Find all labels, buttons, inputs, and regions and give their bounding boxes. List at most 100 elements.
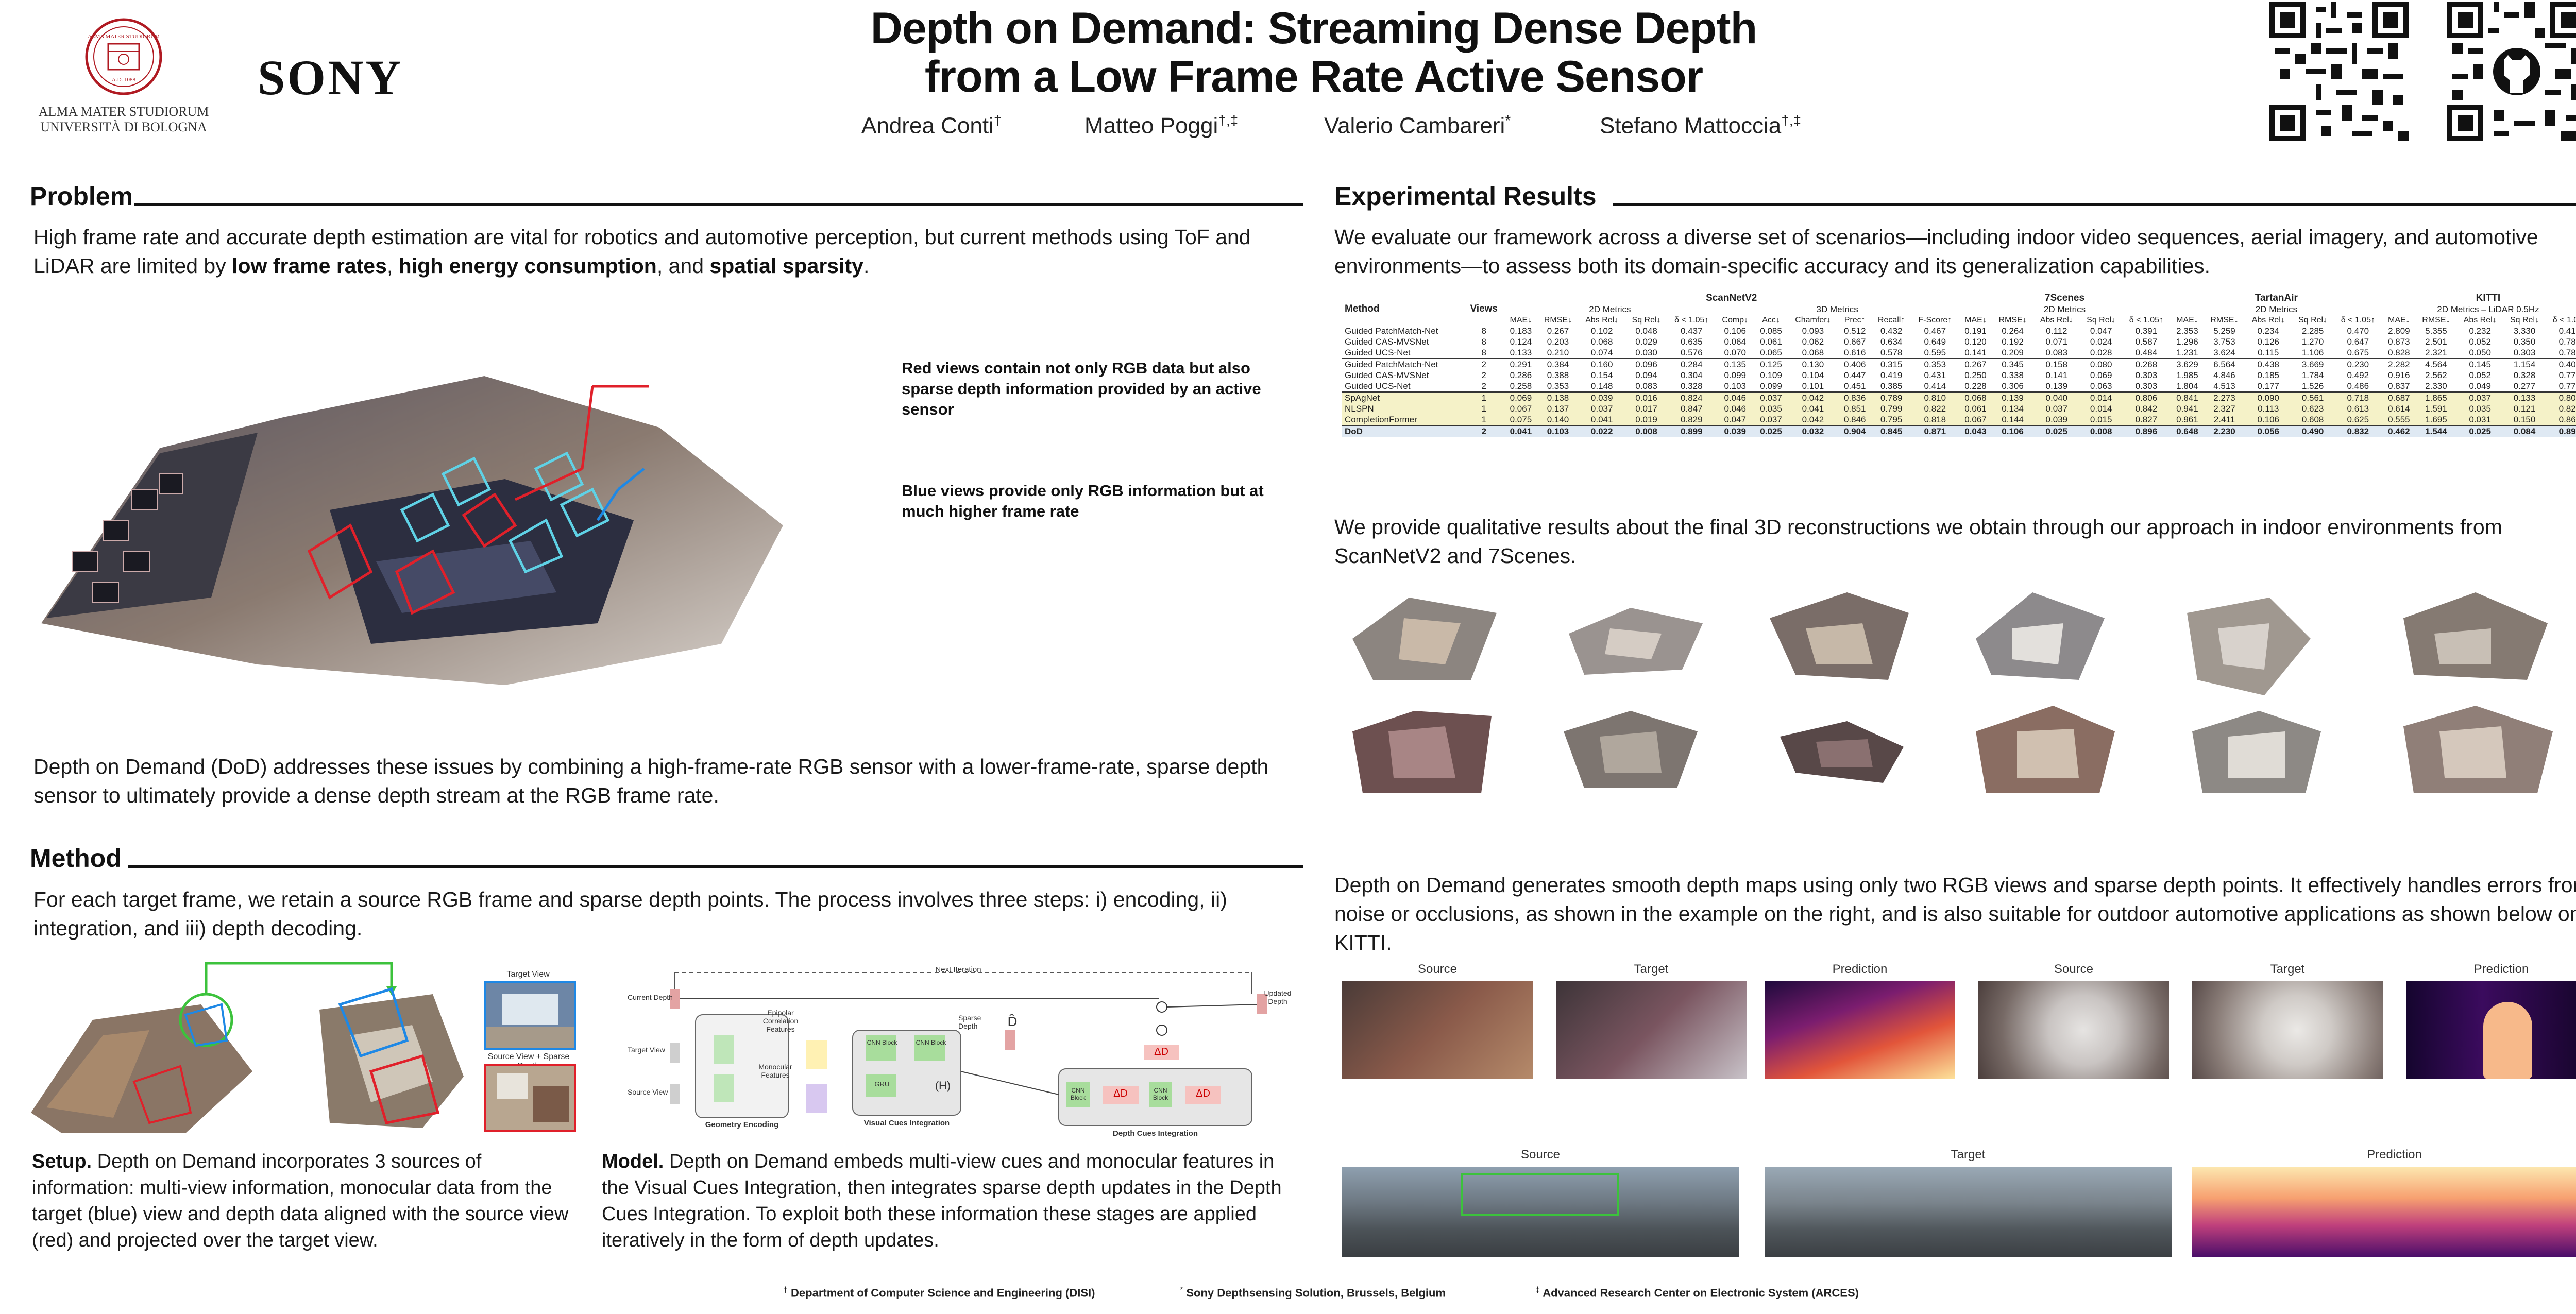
maps-intro: Depth on Demand generates smooth depth m… (1334, 873, 2576, 954)
table-cell: 2 (1481, 381, 1486, 391)
table-cell: 0.284 (1667, 358, 1716, 370)
sony-logo: SONY (258, 50, 403, 105)
qr-code-paper[interactable] (2269, 2, 2409, 141)
red-views-callout: Red views contain not only RGB data but … (902, 359, 1261, 418)
table-cell: 0.037 (1578, 403, 1625, 414)
table-cell: 0.391 (2135, 326, 2158, 336)
table-cell: 0.904 (1838, 425, 1872, 437)
table-cell: 0.419 (1880, 370, 1903, 380)
current-depth-label: Current Depth (628, 993, 673, 1001)
table-row: Guided PatchMatch-Net 8 0.183 0.267 0.102 0.0… (1342, 326, 2576, 336)
table-row: Guided CAS-MVSNet 2 0.286 0.388 0.154 0.094 0.… (1342, 370, 2576, 381)
geometry-encoding-label: Geometry Encoding (705, 1120, 779, 1129)
qr-code-github[interactable] (2447, 2, 2576, 141)
recon-3 (1770, 592, 1909, 680)
table-cell: 2.230 (2204, 425, 2245, 437)
col-header-tartanair: Sq Rel↓ (2298, 315, 2328, 325)
source-view-diagram-label: Source View (628, 1088, 668, 1096)
table-row: Guided PatchMatch-Net 2 0.291 0.384 0.160 0.0… (1342, 358, 2576, 370)
table-cell: 0.438 (2245, 358, 2292, 370)
author-1: Andrea Conti† (861, 112, 1002, 139)
table-cell: 2.501 (2425, 336, 2447, 347)
table-cell: 0.177 (2257, 381, 2279, 391)
dataset-7scenes: 7Scenes (2044, 293, 2085, 303)
table-cell: 0.306 (2002, 381, 2024, 391)
table-cell: 1.154 (2503, 358, 2546, 370)
table-cell: 0.068 (1802, 347, 1824, 357)
table-cell: 0.109 (1760, 370, 1782, 380)
label-target-1: Target (1634, 962, 1669, 976)
setup-figure (31, 958, 484, 1138)
table-cell: 2.562 (2425, 370, 2447, 380)
table-cell: 0.028 (2090, 347, 2112, 357)
table-cell: 0.096 (1625, 358, 1668, 370)
table-cell: 0.037 (2033, 403, 2080, 414)
updated-depth-label: Updated Depth (1264, 989, 1292, 1005)
table-cell: 0.847 (1667, 403, 1716, 414)
table-cell: 0.806 (2122, 391, 2171, 403)
table-cell: 8 (1481, 336, 1486, 347)
table-cell: 0.140 (1537, 414, 1579, 425)
table-cell: 1.695 (2415, 414, 2457, 425)
table-cell: 0.614 (2382, 403, 2416, 414)
subhead-2d-ta: 2D Metrics (2255, 304, 2298, 314)
table-cell: 0.104 (1802, 370, 1824, 380)
table-cell: 0.120 (1964, 336, 1987, 347)
table-row: Guided UCS-Net 8 0.133 0.210 0.074 0.030 0.576… (1342, 347, 2576, 359)
col-header-kitti: MAE↓ (2388, 315, 2410, 325)
table-cell: 0.827 (2545, 403, 2576, 414)
table-cell: 0.647 (2347, 336, 2369, 347)
table-cell: 0.608 (2292, 414, 2334, 425)
recon-2 (1569, 608, 1703, 675)
table-cell: 0.046 (1716, 391, 1755, 403)
delta-d-2: ΔD (1196, 1088, 1210, 1099)
table-cell: 3.330 (2513, 326, 2536, 336)
table-cell: 0.141 (2045, 370, 2068, 380)
table-cell: 0.941 (2170, 403, 2204, 414)
statue-target-image (2192, 981, 2383, 1079)
table-row: CompletionFormer 1 0.075 0.140 0.041 0.019 0.8… (1342, 414, 2576, 425)
table-cell: 0.268 (2122, 358, 2171, 370)
table-cell: 2.282 (2382, 358, 2416, 370)
method-name-cell: SpAgNet (1342, 391, 1464, 403)
table-cell: 0.090 (2245, 391, 2292, 403)
table-cell: 3.753 (2213, 336, 2235, 347)
table-cell: 2.327 (2204, 403, 2245, 414)
visual-cues-label: Visual Cues Integration (863, 1119, 950, 1128)
table-cell: 0.384 (1537, 358, 1579, 370)
svg-text:ALMA MATER STUDIORUM: ALMA MATER STUDIORUM (39, 104, 209, 119)
table-cell: 0.437 (1681, 326, 1703, 336)
table-cell: 4.846 (2213, 370, 2235, 380)
table-cell: 0.103 (1537, 425, 1579, 437)
table-cell: 0.103 (1724, 381, 1747, 391)
table-cell: 0.043 (1959, 425, 1992, 437)
table-cell: 0.008 (2080, 425, 2122, 437)
table-cell: 0.017 (1625, 403, 1668, 414)
col-header-scannet-3d: Comp↓ (1722, 315, 1749, 325)
table-cell: 0.069 (2090, 370, 2112, 380)
table-cell: 0.451 (1843, 381, 1866, 391)
table-cell: 0.065 (1760, 347, 1782, 357)
col-header-scannet-2d: Sq Rel↓ (1632, 315, 1661, 325)
table-cell: 0.185 (2257, 370, 2279, 380)
table-cell: 0.873 (2388, 336, 2410, 347)
table-cell: 0.868 (2545, 414, 2576, 425)
cnn-block-4: CNN Block (1153, 1087, 1168, 1101)
table-cell: 1 (1464, 403, 1504, 414)
results-title: Experimental Results (1334, 182, 1597, 211)
affiliation-2: * Sony Depthsensing Solution, Brussels, … (1180, 1286, 1446, 1300)
table-cell: 0.828 (2388, 347, 2410, 357)
table-cell: 0.093 (1802, 326, 1824, 336)
table-cell: 2.285 (2301, 326, 2324, 336)
table-cell: 0.068 (1590, 336, 1613, 347)
table-cell: 2.330 (2425, 381, 2447, 391)
table-cell: 0.837 (2388, 381, 2410, 391)
table-cell: 0.462 (2382, 425, 2416, 437)
table-cell: 0.158 (2033, 358, 2080, 370)
table-cell: 0.025 (2456, 425, 2504, 437)
kitti-source-image (1342, 1167, 1739, 1257)
method-intro: For each target frame, we retain a sourc… (33, 888, 1227, 940)
label-source-2: Source (2054, 962, 2094, 976)
method-name-cell: Guided CAS-MVSNet (1345, 370, 1429, 380)
table-cell: 0.634 (1880, 336, 1903, 347)
